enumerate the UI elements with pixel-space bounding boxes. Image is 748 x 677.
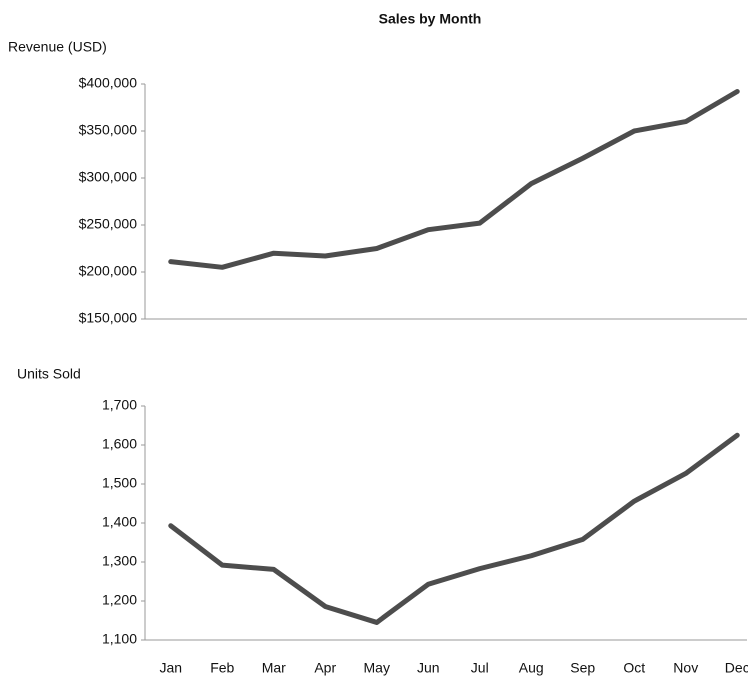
x-tick-label: Feb <box>210 660 234 676</box>
series-line <box>168 432 740 625</box>
y-tick-label: $350,000 <box>79 122 138 138</box>
x-tick-label: Jun <box>417 660 440 676</box>
y-axis-label: Units Sold <box>17 366 81 382</box>
y-tick-label: 1,600 <box>102 436 137 452</box>
y-tick-label: 1,300 <box>102 553 137 569</box>
series-line <box>168 89 740 270</box>
y-tick-label: $300,000 <box>79 169 138 185</box>
x-tick-label: Jan <box>159 660 182 676</box>
x-tick-label: Dec <box>725 660 748 676</box>
y-tick-label: $250,000 <box>79 216 138 232</box>
chart-title: Sales by Month <box>379 11 482 27</box>
y-axis-label: Revenue (USD) <box>8 39 107 55</box>
y-tick-label: 1,400 <box>102 514 137 530</box>
y-tick-label: $150,000 <box>79 310 138 326</box>
x-tick-label: Jul <box>471 660 489 676</box>
x-tick-label: Nov <box>673 660 698 676</box>
y-tick-label: $200,000 <box>79 263 138 279</box>
x-tick-label: Sep <box>570 660 595 676</box>
x-tick-label: Apr <box>314 660 336 676</box>
y-tick-label: 1,500 <box>102 475 137 491</box>
x-tick-label: Aug <box>519 660 544 676</box>
x-tick-label: May <box>364 660 390 676</box>
y-tick-label: 1,200 <box>102 592 137 608</box>
y-tick-label: 1,100 <box>102 631 137 647</box>
y-tick-label: 1,700 <box>102 397 137 413</box>
x-tick-label: Oct <box>623 660 645 676</box>
y-tick-label: $400,000 <box>79 75 138 91</box>
x-tick-label: Mar <box>262 660 286 676</box>
